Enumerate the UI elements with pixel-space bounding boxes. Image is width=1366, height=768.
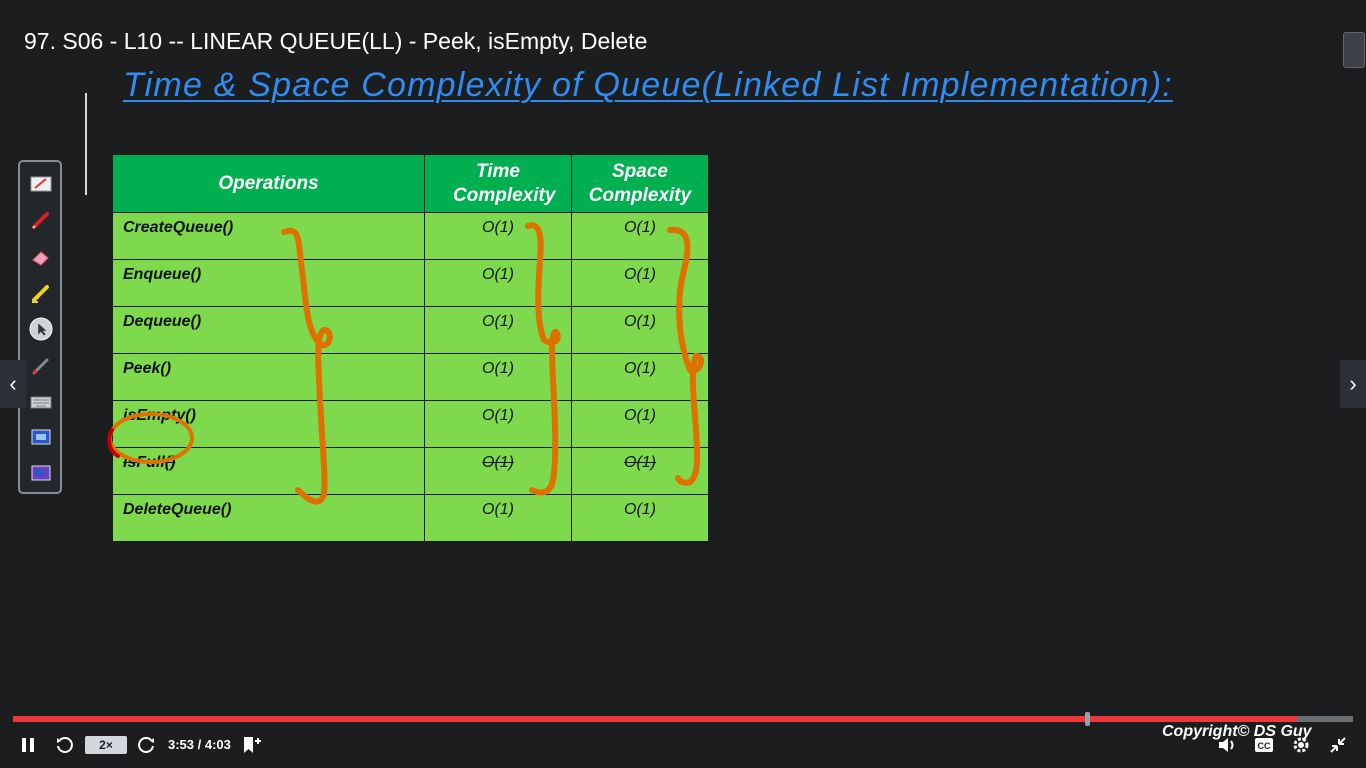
time-complexity-cell: O(1) [424,400,572,448]
table-row: isFull() O(1) O(1) [112,447,709,495]
time-complexity-cell: O(1) [424,353,572,401]
highlighter-icon[interactable] [29,281,53,305]
volume-icon[interactable] [1216,734,1238,756]
screen-capture-icon[interactable] [29,426,53,450]
laser-pen-icon[interactable] [29,354,53,378]
space-complexity-cell: O(1) [571,212,709,260]
operation-cell: isEmpty() [112,400,425,448]
eraser-icon[interactable] [29,245,53,269]
operation-cell: DeleteQueue() [112,494,425,542]
progress-handle[interactable] [1085,712,1090,726]
progress-fill [13,716,1297,722]
header-space-complexity: Space Complexity [571,154,709,213]
table-row: isEmpty() O(1) O(1) [112,400,709,448]
add-bookmark-icon[interactable] [240,734,262,756]
sidebar-toggle-widget[interactable] [1343,32,1365,68]
pause-icon[interactable] [18,735,38,755]
slide-heading: Time & Space Complexity of Queue(Linked … [123,66,1173,104]
operation-cell: CreateQueue() [112,212,425,260]
pointer-icon[interactable] [29,317,53,341]
header-time-complexity: Time Complexity [424,154,572,213]
space-complexity-cell: O(1) [571,306,709,354]
rewind-icon[interactable] [54,735,74,755]
video-title: 97. S06 - L10 -- LINEAR QUEUE(LL) - Peek… [24,28,648,54]
space-complexity-cell: O(1) [571,494,709,542]
header-operations: Operations [112,154,425,213]
time-display: 3:53 / 4:03 [168,737,231,752]
space-complexity-cell: O(1) [571,353,709,401]
annotation-toolbar [18,160,62,494]
space-complexity-cell: O(1) [571,259,709,307]
playback-speed-button[interactable]: 2× [85,736,127,754]
operation-cell: isFull() [112,447,425,495]
next-lecture-arrow-icon[interactable]: › [1340,360,1366,408]
time-complexity-cell: O(1) [424,494,572,542]
complexity-table: Operations Time Complexity Space Complex… [112,154,709,542]
table-row: Enqueue() O(1) O(1) [112,259,709,307]
pen-icon[interactable] [29,208,53,232]
settings-icon[interactable] [1290,734,1312,756]
time-complexity-cell: O(1) [424,447,572,495]
exit-fullscreen-icon[interactable] [1327,734,1349,756]
forward-icon[interactable] [137,735,157,755]
whiteboard-icon[interactable] [29,172,53,196]
time-complexity-cell: O(1) [424,212,572,260]
operation-cell: Enqueue() [112,259,425,307]
progress-bar[interactable] [13,712,1353,726]
table-row: DeleteQueue() O(1) O(1) [112,494,709,542]
table-row: Peek() O(1) O(1) [112,353,709,401]
table-row: Dequeue() O(1) O(1) [112,306,709,354]
operation-cell: Peek() [112,353,425,401]
operation-cell: Dequeue() [112,306,425,354]
time-complexity-cell: O(1) [424,259,572,307]
previous-lecture-arrow-icon[interactable]: ‹ [0,360,26,408]
space-complexity-cell: O(1) [571,447,709,495]
svg-text:CC: CC [1258,741,1271,751]
keyboard-icon[interactable] [29,390,53,414]
space-complexity-cell: O(1) [571,400,709,448]
divider-line [85,93,87,195]
captions-icon[interactable]: CC [1253,734,1275,756]
copyright-watermark: Copyright© DS Guy [1162,723,1312,740]
time-complexity-cell: O(1) [424,306,572,354]
screen-share-icon[interactable] [29,462,53,486]
table-row: CreateQueue() O(1) O(1) [112,212,709,260]
